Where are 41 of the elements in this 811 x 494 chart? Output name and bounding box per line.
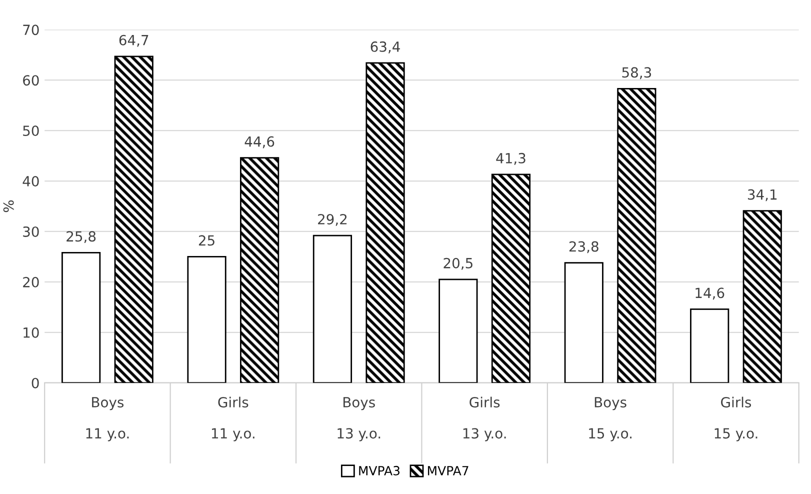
legend-label: MVPA3 bbox=[359, 466, 400, 476]
data-label: 14,6 bbox=[696, 288, 724, 300]
y-tick-label: 60 bbox=[23, 75, 39, 86]
bar bbox=[617, 88, 656, 383]
bar bbox=[564, 262, 604, 383]
y-tick-label: 40 bbox=[22, 176, 39, 186]
bar bbox=[312, 234, 352, 383]
bar bbox=[742, 210, 782, 383]
data-label: 25 bbox=[198, 235, 214, 246]
y-tick-label: 30 bbox=[23, 226, 39, 237]
bar bbox=[491, 174, 531, 383]
data-label: 20,5 bbox=[444, 258, 472, 270]
bar bbox=[62, 252, 101, 383]
category-label: Girls 15 y.o. bbox=[714, 396, 758, 442]
y-tick-label: 50 bbox=[23, 126, 39, 136]
category-label: Boys 11 y.o. bbox=[86, 397, 129, 442]
bar bbox=[240, 157, 280, 383]
bar bbox=[366, 62, 405, 383]
bar bbox=[438, 278, 478, 383]
data-label: 64,7 bbox=[119, 34, 148, 47]
y-axis-title: % bbox=[3, 200, 14, 212]
category-label: Girls 11 y.o. bbox=[212, 396, 254, 442]
bar bbox=[114, 56, 154, 383]
data-label: 23,8 bbox=[569, 241, 598, 254]
bar bbox=[690, 308, 730, 383]
data-label: 44,6 bbox=[244, 136, 274, 148]
data-label: 58,3 bbox=[622, 67, 652, 80]
bar bbox=[187, 256, 226, 383]
data-label: 25,8 bbox=[66, 231, 96, 244]
y-tick-label: 70 bbox=[23, 24, 39, 36]
category-label: Girls 13 y.o. bbox=[463, 396, 506, 442]
data-label: 34,1 bbox=[748, 189, 777, 202]
y-tick-label: 10 bbox=[24, 327, 39, 338]
data-label: 41,3 bbox=[496, 152, 526, 165]
legend-label: MVPA7 bbox=[428, 466, 468, 476]
y-tick-label: 0 bbox=[32, 378, 39, 388]
y-tick-label: 20 bbox=[23, 276, 39, 288]
category-label: Boys 15 y.o. bbox=[589, 397, 632, 442]
data-label: 63,4 bbox=[370, 41, 400, 54]
category-label: Boys 13 y.o. bbox=[338, 397, 380, 442]
data-label: 29,2 bbox=[318, 214, 347, 226]
